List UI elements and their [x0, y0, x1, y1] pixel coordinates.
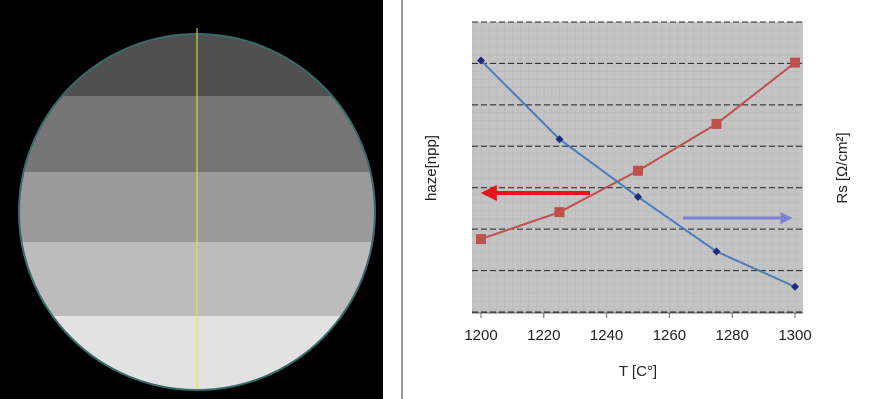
point [712, 119, 722, 129]
point [790, 58, 800, 68]
point [555, 207, 565, 217]
x-tick-label: 1300 [778, 327, 811, 344]
x-tick-label: 1240 [590, 327, 623, 344]
x-axis-label: T [C°] [619, 363, 657, 380]
x-tick-label: 1280 [716, 327, 749, 344]
x-tick-label: 1200 [464, 327, 497, 344]
screenshot: 1200 1220 1240 1260 1280 1300 T [C°] haze[npp… [0, 0, 885, 399]
y2-axis-label: Rs [Ω/cm²] [834, 132, 851, 203]
y-axis-label: haze[npp] [423, 135, 440, 201]
point [633, 166, 643, 176]
x-tick-label: 1220 [527, 327, 560, 344]
point [476, 234, 486, 244]
x-tick-label: 1260 [653, 327, 686, 344]
